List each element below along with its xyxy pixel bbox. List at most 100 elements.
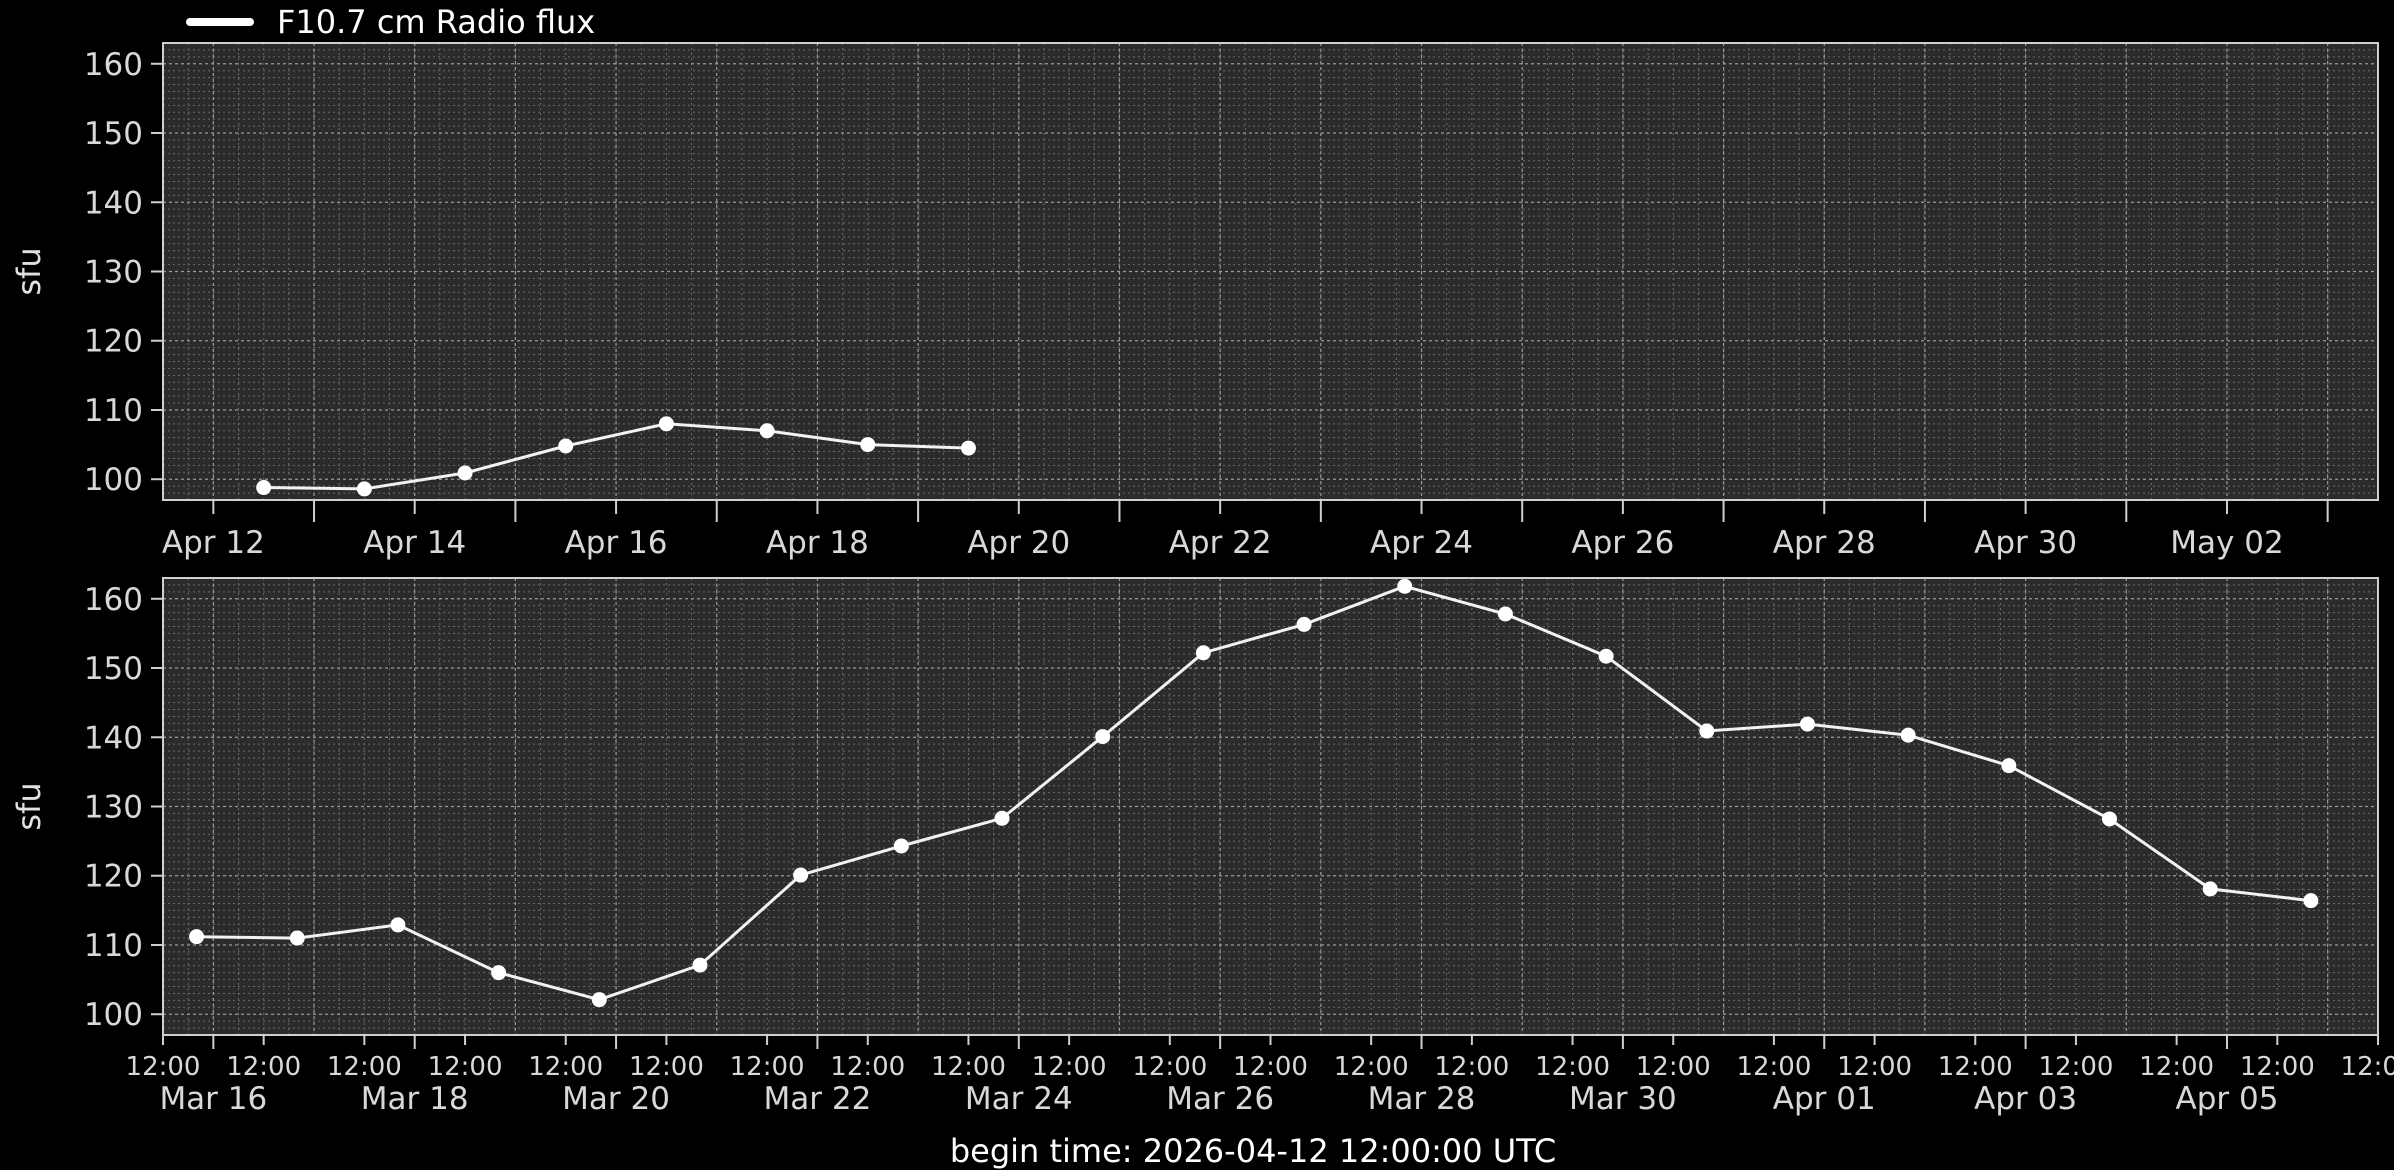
forecast-data-point bbox=[558, 438, 574, 454]
x-tick-minor-label: 12:00 bbox=[1535, 1052, 1610, 1082]
forecast-data-point bbox=[356, 481, 372, 497]
observed-y-axis-label: sfu bbox=[10, 782, 48, 830]
x-tick-minor-label: 12:00 bbox=[1132, 1052, 1207, 1082]
legend-label: F10.7 cm Radio flux bbox=[277, 3, 595, 41]
x-tick-minor-label: 12:00 bbox=[1233, 1052, 1308, 1082]
observed-data-point bbox=[289, 930, 305, 946]
x-tick-label: Mar 24 bbox=[965, 1081, 1073, 1117]
forecast-data-point bbox=[860, 437, 876, 453]
observed-data-point bbox=[1900, 727, 1916, 743]
observed-data-point bbox=[1699, 723, 1715, 739]
forecast-data-point bbox=[256, 480, 272, 496]
y-tick-label: 120 bbox=[84, 859, 143, 895]
x-tick-label: Apr 28 bbox=[1773, 525, 1876, 561]
observed-series bbox=[189, 578, 2319, 1008]
forecast-axes: 100 110 120 130 140 150 160 Apr 12 Apr 14 Apr 16 A… bbox=[84, 47, 2329, 561]
x-tick-label: Apr 03 bbox=[1974, 1081, 2077, 1117]
y-tick-label: 140 bbox=[84, 185, 143, 221]
observed-grid bbox=[162, 577, 2379, 1036]
x-tick-minor-label: 12:00 bbox=[1434, 1052, 1509, 1082]
observed-data-point bbox=[1799, 716, 1815, 732]
x-tick-minor-label: 12:00 bbox=[1636, 1052, 1711, 1082]
x-tick-minor-label: 12:00 bbox=[2139, 1052, 2214, 1082]
x-tick-minor-label: 12:00 bbox=[830, 1052, 905, 1082]
x-tick-minor-label: 12:00 bbox=[2240, 1052, 2315, 1082]
x-tick-minor-label: 12:00 bbox=[327, 1052, 402, 1082]
observed-data-point bbox=[2303, 893, 2319, 909]
x-tick-minor-label: 12:00 bbox=[1032, 1052, 1107, 1082]
x-tick-label: Mar 26 bbox=[1166, 1081, 1274, 1117]
x-tick-minor-label: 12:00 bbox=[1736, 1052, 1811, 1082]
x-tick-label: Mar 20 bbox=[562, 1081, 670, 1117]
x-tick-label: Apr 20 bbox=[967, 525, 1070, 561]
x-tick-minor-label: 12:00 bbox=[1334, 1052, 1409, 1082]
forecast-panel: 100 110 120 130 140 150 160 Apr 12 Apr 14 Apr 16 A… bbox=[10, 42, 2379, 561]
y-tick-label: 100 bbox=[84, 462, 143, 498]
observed-data-point bbox=[893, 838, 909, 854]
x-tick-label: Apr 30 bbox=[1974, 525, 2077, 561]
y-tick-label: 110 bbox=[84, 928, 143, 964]
observed-data-point bbox=[994, 810, 1010, 826]
forecast-series-line bbox=[263, 422, 969, 491]
observed-data-point bbox=[1195, 645, 1211, 661]
y-tick-label: 140 bbox=[84, 720, 143, 756]
x-tick-minor-label: 12:00 bbox=[1938, 1052, 2013, 1082]
x-tick-label: Mar 18 bbox=[361, 1081, 469, 1117]
observed-axes: 100 110 120 130 140 150 160 12:00 12:00 12:00 12:0… bbox=[84, 582, 2394, 1117]
observed-data-point bbox=[591, 992, 607, 1008]
observed-data-point bbox=[793, 867, 809, 883]
x-tick-label: Apr 14 bbox=[363, 525, 466, 561]
y-tick-label: 150 bbox=[84, 116, 143, 152]
legend: F10.7 cm Radio flux bbox=[186, 3, 595, 41]
observed-data-point bbox=[491, 965, 507, 981]
x-tick-minor-label: 12:00 bbox=[931, 1052, 1006, 1082]
begin-time-caption: begin time: 2026-04-12 12:00:00 UTC bbox=[950, 1132, 1556, 1170]
x-tick-label: Apr 05 bbox=[2176, 1081, 2279, 1117]
x-tick-minor-label: 12:00 bbox=[428, 1052, 503, 1082]
forecast-frame bbox=[162, 42, 2379, 501]
x-tick-label: Apr 12 bbox=[162, 525, 265, 561]
x-tick-label: Mar 16 bbox=[159, 1081, 267, 1117]
observed-data-point bbox=[1296, 616, 1312, 632]
observed-data-point bbox=[2102, 811, 2118, 827]
x-tick-minor-label: 12:00 bbox=[1837, 1052, 1912, 1082]
observed-data-point bbox=[1095, 729, 1111, 745]
y-tick-label: 130 bbox=[84, 255, 143, 291]
forecast-data-point bbox=[457, 465, 473, 481]
forecast-grid bbox=[162, 42, 2379, 501]
x-tick-minor-label: 12:00 bbox=[2341, 1052, 2394, 1082]
x-tick-minor-label: 12:00 bbox=[2038, 1052, 2113, 1082]
forecast-data-point bbox=[960, 440, 976, 456]
observed-series-line bbox=[196, 584, 2312, 1002]
observed-data-point bbox=[2001, 758, 2017, 774]
y-tick-label: 110 bbox=[84, 393, 143, 429]
x-tick-label: Mar 28 bbox=[1368, 1081, 1476, 1117]
observed-data-point bbox=[1598, 648, 1614, 664]
observed-frame bbox=[162, 577, 2379, 1036]
y-tick-label: 160 bbox=[84, 47, 143, 83]
x-tick-label: Mar 22 bbox=[764, 1081, 872, 1117]
x-tick-minor-label: 12:00 bbox=[528, 1052, 603, 1082]
forecast-data-point bbox=[759, 423, 775, 439]
y-tick-label: 100 bbox=[84, 997, 143, 1033]
x-tick-label: Mar 30 bbox=[1569, 1081, 1677, 1117]
y-tick-label: 130 bbox=[84, 790, 143, 826]
observed-data-point bbox=[189, 929, 205, 945]
observed-panel: 100 110 120 130 140 150 160 12:00 12:00 12:00 12:0… bbox=[10, 577, 2394, 1117]
observed-data-point bbox=[692, 957, 708, 973]
forecast-series bbox=[256, 416, 976, 497]
forecast-data-point bbox=[658, 416, 674, 432]
x-tick-label: Apr 01 bbox=[1773, 1081, 1876, 1117]
y-tick-label: 120 bbox=[84, 324, 143, 360]
x-tick-label: Apr 16 bbox=[565, 525, 668, 561]
x-tick-label: Apr 18 bbox=[766, 525, 869, 561]
x-tick-label: Apr 24 bbox=[1370, 525, 1473, 561]
x-tick-label: May 02 bbox=[2170, 525, 2283, 561]
observed-data-point bbox=[1497, 606, 1513, 622]
x-tick-minor-label: 12:00 bbox=[126, 1052, 201, 1082]
x-tick-minor-label: 12:00 bbox=[730, 1052, 805, 1082]
y-tick-label: 150 bbox=[84, 651, 143, 687]
y-tick-label: 160 bbox=[84, 582, 143, 618]
x-tick-minor-label: 12:00 bbox=[629, 1052, 704, 1082]
